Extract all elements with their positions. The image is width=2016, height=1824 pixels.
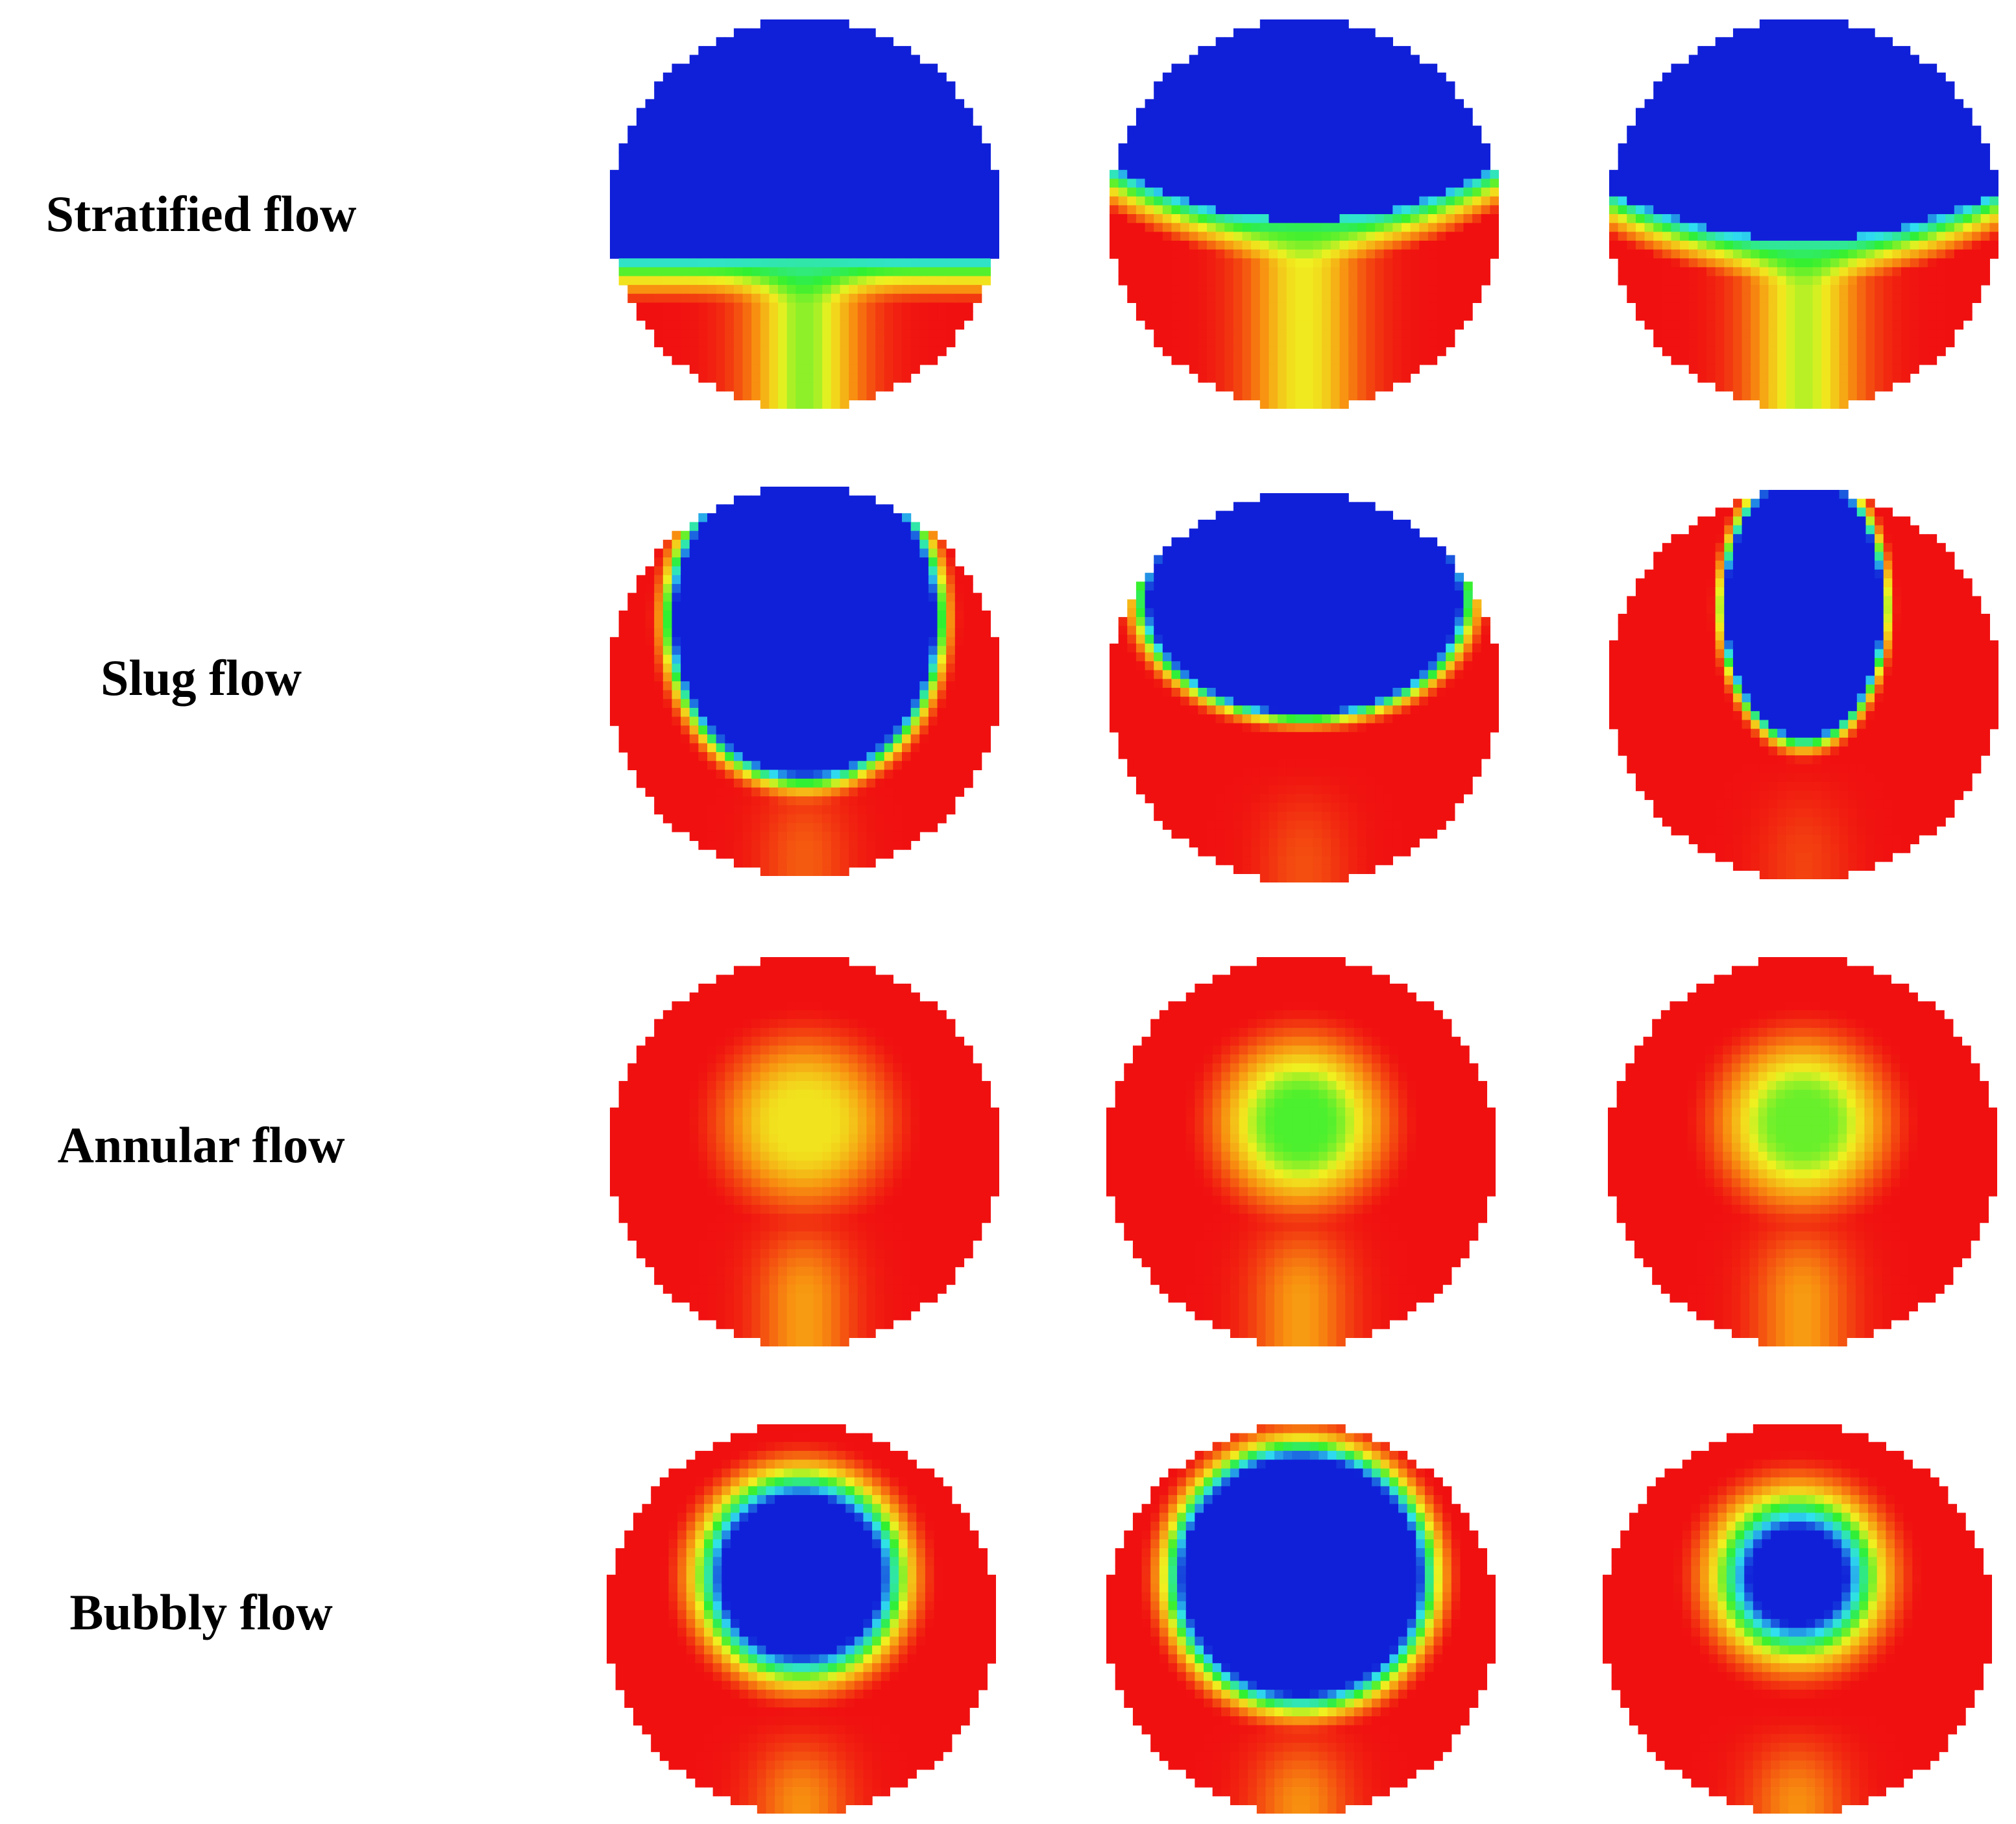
row-label-slug-flow: Slug flow: [101, 650, 302, 706]
tomogram-annular-2: [1106, 957, 1496, 1346]
tomogram-stratified-1: [610, 19, 999, 409]
row-stratified-flow: Stratified flow: [0, 0, 2016, 454]
row-slug-flow: Slug flow: [0, 0, 2016, 882]
tomogram-stratified-3: [1609, 19, 1998, 409]
row-annular-flow: Annular flow: [0, 0, 2016, 1346]
tomogram-slug-2: [1110, 493, 1499, 882]
tomogram-slug-1: [610, 487, 999, 876]
tomogram-bubbly-1: [607, 1424, 996, 1814]
tomogram-bubbly-3: [1603, 1424, 1992, 1814]
row-label-annular-flow: Annular flow: [57, 1117, 345, 1173]
tomogram-slug-3: [1609, 490, 1998, 879]
tomogram-annular-1: [610, 957, 999, 1346]
tomogram-annular-3: [1608, 957, 1997, 1346]
row-label-stratified-flow: Stratified flow: [45, 186, 357, 242]
tomogram-stratified-2: [1110, 19, 1499, 409]
row-label-bubbly-flow: Bubbly flow: [69, 1584, 333, 1640]
tomogram-bubbly-2: [1106, 1424, 1496, 1814]
